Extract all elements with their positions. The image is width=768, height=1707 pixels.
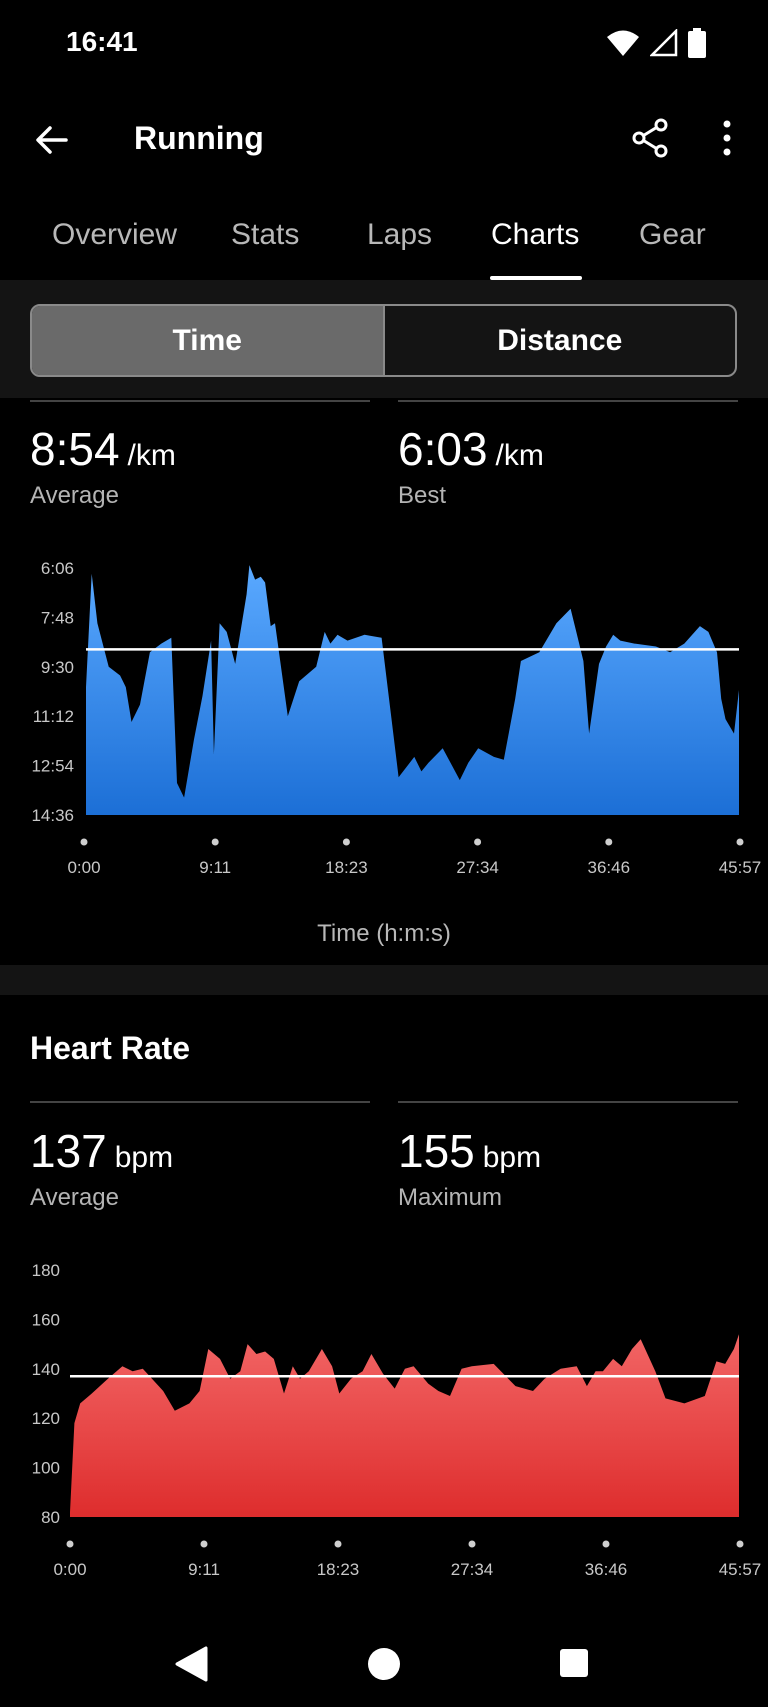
hr-y-tick-label: 100: [32, 1459, 60, 1478]
back-button[interactable]: [30, 118, 74, 162]
hr-average-value: 137 bpm: [30, 1124, 173, 1178]
hr-y-tick-label: 140: [32, 1360, 60, 1379]
nav-recents-icon[interactable]: [559, 1648, 589, 1683]
toggle-time-button[interactable]: Time: [32, 306, 385, 375]
hr-x-tick-dot: [736, 1540, 744, 1548]
divider: [398, 400, 738, 402]
battery-icon: [688, 28, 706, 63]
hr-y-tick-label: 80: [41, 1508, 60, 1527]
hr-x-tick-label: 45:57: [719, 1560, 762, 1579]
pace-x-tick-label: 36:46: [588, 858, 631, 877]
status-time: 16:41: [66, 26, 138, 57]
pace-y-tick-label: 7:48: [41, 608, 74, 627]
hr-x-tick-label: 36:46: [585, 1560, 628, 1579]
hr-y-tick-label: 120: [32, 1409, 60, 1428]
pace-y-tick-label: 14:36: [31, 806, 74, 825]
pace-average-number: 8:54: [30, 423, 120, 475]
pace-best-value: 6:03/km: [398, 422, 544, 476]
divider: [398, 1101, 738, 1103]
time-distance-toggle: Time Distance: [30, 304, 737, 377]
toggle-distance-button[interactable]: Distance: [497, 323, 623, 357]
divider: [30, 400, 370, 402]
pace-average-label: Average: [30, 482, 119, 509]
pace-x-tick-dot: [211, 838, 219, 846]
nav-back-icon[interactable]: [174, 1646, 208, 1687]
pace-chart: 6:06 7:48 9:30 11:12 12:54 14:36 0:00 9:11 18:2…: [31, 559, 762, 877]
share-button[interactable]: [628, 116, 672, 160]
system-nav-bar: [0, 1600, 768, 1707]
pace-average-value: 8:54/km: [30, 422, 176, 476]
pace-y-tick-label: 11:12: [33, 707, 74, 726]
more-vert-icon: [710, 120, 744, 164]
back-arrow-icon: [30, 126, 74, 166]
tab-overview[interactable]: Overview: [52, 218, 178, 251]
hr-maximum-label: Maximum: [398, 1184, 503, 1211]
more-options-button[interactable]: [710, 116, 744, 160]
hr-x-tick-dot: [334, 1540, 342, 1548]
tab-stats[interactable]: Stats: [231, 218, 300, 251]
hr-x-tick-label: 0:00: [53, 1560, 86, 1579]
hr-average-label: Average: [30, 1184, 119, 1211]
pace-x-tick-label: 0:00: [67, 858, 100, 877]
status-icons: [606, 27, 706, 63]
page-title: Running: [134, 120, 264, 156]
divider: [30, 1101, 370, 1103]
signal-icon: [648, 27, 678, 62]
hr-maximum-unit: bpm: [482, 1141, 542, 1174]
pace-x-tick-dot: [342, 838, 350, 846]
share-icon: [628, 118, 672, 164]
pace-best-number: 6:03: [398, 423, 488, 475]
pace-best-unit: /km: [495, 439, 544, 472]
pace-x-tick-dot: [605, 838, 613, 846]
app-bar: Running: [0, 90, 768, 190]
hr-x-tick-label: 18:23: [317, 1560, 360, 1579]
pace-y-tick-label: 6:06: [41, 559, 74, 578]
pace-x-tick-dot: [736, 838, 744, 846]
pace-x-tick-label: 27:34: [456, 858, 499, 877]
heart-rate-chart: 180 160 140 120 100 80 0:00 9:11 18:23 27:34 36:4…: [32, 1261, 762, 1579]
hr-x-tick-dot: [602, 1540, 610, 1548]
hr-average-number: 137: [30, 1125, 107, 1177]
pace-average-unit: /km: [127, 439, 176, 472]
heart-rate-title: Heart Rate: [30, 1030, 191, 1066]
pace-x-axis-title: Time (h:m:s): [317, 920, 451, 947]
tab-charts[interactable]: Charts: [491, 218, 580, 251]
pace-x-tick-dot: [474, 838, 482, 846]
toggle-area: Time Distance: [0, 280, 768, 398]
status-bar: 16:41: [0, 0, 768, 90]
hr-x-tick-dot: [468, 1540, 476, 1548]
hr-maximum-number: 155: [398, 1125, 475, 1177]
hr-maximum-value: 155 bpm: [398, 1124, 541, 1178]
tab-gear[interactable]: Gear: [639, 218, 706, 251]
hr-x-tick-label: 27:34: [451, 1560, 494, 1579]
tab-bar: Overview Stats Laps Charts Gear: [0, 190, 768, 280]
pace-x-tick-label: 45:57: [719, 858, 762, 877]
heart-rate-area-series: [70, 1334, 739, 1517]
hr-y-tick-label: 180: [32, 1261, 60, 1280]
pace-x-tick-label: 9:11: [199, 858, 231, 877]
hr-average-unit: bpm: [114, 1141, 174, 1174]
nav-home-icon[interactable]: [367, 1647, 401, 1686]
pace-y-tick-label: 9:30: [41, 658, 74, 677]
hr-y-tick-label: 160: [32, 1310, 60, 1329]
hr-x-tick-label: 9:11: [188, 1560, 220, 1579]
hr-x-tick-dot: [200, 1540, 208, 1548]
pace-x-tick-label: 18:23: [325, 858, 368, 877]
wifi-icon: [606, 29, 640, 62]
pace-x-tick-dot: [80, 838, 88, 846]
section-separator: [0, 965, 768, 995]
pace-area-series: [86, 565, 739, 815]
tab-indicator: [490, 276, 582, 280]
pace-best-label: Best: [398, 482, 447, 509]
pace-y-tick-label: 12:54: [31, 757, 74, 776]
tab-laps[interactable]: Laps: [367, 218, 433, 251]
hr-x-tick-dot: [66, 1540, 74, 1548]
